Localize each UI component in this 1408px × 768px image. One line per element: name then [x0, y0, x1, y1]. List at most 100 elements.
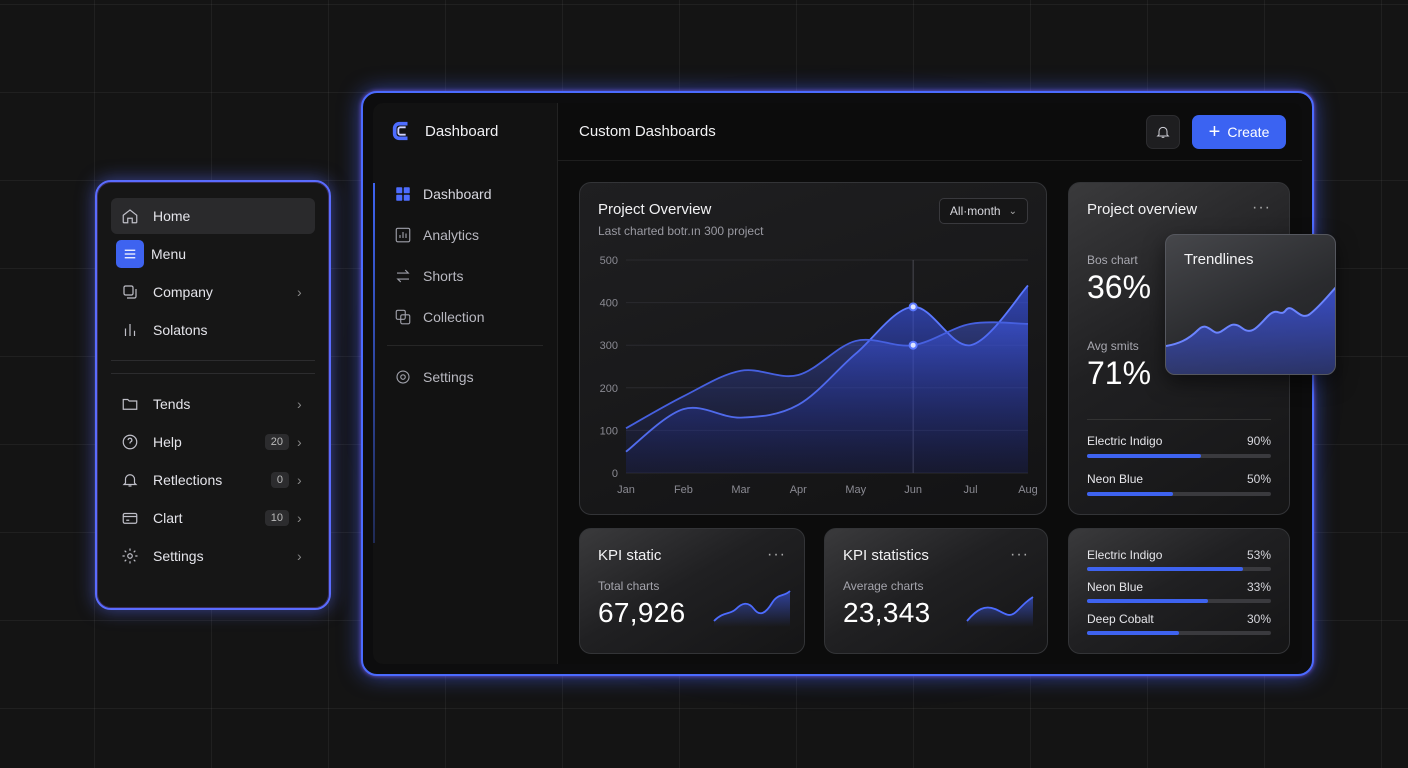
progress-label: Deep Cobalt — [1087, 612, 1154, 626]
card-title: Project Overview — [598, 201, 712, 218]
menu-item-solatons[interactable]: Solatons — [111, 312, 315, 348]
grid-icon — [393, 184, 413, 204]
create-button-label: Create — [1227, 123, 1270, 140]
period-select[interactable]: All·month ⌄ — [938, 198, 1028, 224]
folder-icon — [119, 393, 141, 415]
progress-row: Electric Indigo 90% — [1087, 434, 1271, 458]
chevron-right-icon: › — [297, 510, 302, 526]
menu-item-help[interactable]: Help 20 › — [111, 424, 315, 460]
home-icon — [119, 205, 141, 227]
kpi-label: Average charts — [843, 579, 924, 593]
progress-percent: 33% — [1246, 580, 1271, 594]
x-tick-label: Apr — [790, 484, 807, 496]
collection-icon — [393, 307, 413, 327]
create-button[interactable]: + Create — [1192, 114, 1286, 149]
progress-fill — [1087, 631, 1179, 635]
kpi-value: 23,343 — [843, 597, 931, 628]
nav-item-dashboard[interactable]: Dashboard — [387, 173, 543, 214]
progress-label: Neon Blue — [1087, 580, 1144, 594]
progress-row: Neon Blue 33% — [1087, 580, 1271, 603]
nav-item-label: Dashboard — [423, 185, 492, 202]
progress-label: Electric Indigo — [1087, 548, 1163, 562]
x-tick-label: Jan — [617, 484, 635, 496]
progress-track — [1087, 631, 1271, 635]
x-tick-label: May — [845, 484, 866, 496]
brand[interactable]: Dashboard — [373, 103, 557, 159]
chevron-down-icon: ⌄ — [1008, 205, 1017, 217]
notifications-button[interactable] — [1146, 114, 1180, 149]
nav-item-label: Collection — [423, 308, 485, 325]
menu-item-label: Tends — [153, 396, 191, 412]
brand-logo-icon — [392, 121, 408, 141]
card-title: Trendlines — [1184, 251, 1254, 268]
series-line — [625, 321, 1029, 430]
x-tick-label: Jun — [904, 484, 922, 496]
divider — [111, 360, 315, 361]
window-main: Custom Dashboards + Create Project Overv… — [558, 103, 1302, 664]
nav-item-settings[interactable]: Settings — [387, 356, 543, 397]
menu-item-retlections[interactable]: Retlections 0 › — [111, 462, 315, 498]
sidebar-accent-line — [373, 183, 375, 543]
more-icon[interactable]: ··· — [1252, 199, 1271, 216]
metric-value: 71% — [1087, 355, 1152, 391]
divider — [387, 345, 543, 346]
sparkline — [713, 590, 791, 627]
gear-icon — [119, 545, 141, 567]
metric-value: 36% — [1087, 269, 1152, 305]
nav-item-shorts[interactable]: Shorts — [387, 255, 543, 296]
divider — [1087, 419, 1271, 420]
progress-label: Neon Blue — [1087, 472, 1144, 486]
menu-item-home[interactable]: Home — [111, 198, 315, 234]
help-icon — [119, 431, 141, 453]
menu-item-company[interactable]: Company › — [111, 274, 315, 310]
distribution-card: Electric Indigo 53% Neon Blue 33% Deep C… — [1068, 528, 1290, 654]
menu-item-settings[interactable]: Settings › — [111, 538, 315, 574]
floating-side-menu: Home Menu Company › Solatons Tends › Hel… — [95, 180, 331, 610]
progress-fill — [1087, 567, 1244, 571]
menu-item-label: Clart — [153, 510, 183, 526]
card-title: KPI statistics — [843, 547, 929, 564]
menu-icon — [116, 240, 144, 268]
kpi-card-average: KPI statistics ··· Average charts 23,343 — [824, 528, 1048, 654]
nav-item-label: Settings — [423, 368, 474, 385]
trendlines-card: Trendlines — [1165, 234, 1336, 375]
progress-track — [1087, 492, 1271, 496]
nav-item-analytics[interactable]: Analytics — [387, 214, 543, 255]
metric-label: Bos chart — [1087, 253, 1138, 267]
y-tick-label: 0 — [612, 468, 618, 480]
progress-percent: 30% — [1246, 612, 1271, 626]
menu-item-menu[interactable]: Menu — [111, 236, 315, 272]
analytics-icon — [393, 225, 413, 245]
chevron-right-icon: › — [297, 396, 302, 412]
plus-icon: + — [1208, 120, 1221, 143]
card-title: Project overview — [1087, 201, 1198, 218]
x-tick-label: Jul — [964, 484, 978, 496]
menu-item-clart[interactable]: Clart 10 › — [111, 500, 315, 536]
more-icon[interactable]: ··· — [767, 546, 786, 563]
progress-label: Electric Indigo — [1087, 434, 1163, 448]
menu-item-tends[interactable]: Tends › — [111, 386, 315, 422]
y-tick-label: 300 — [600, 340, 618, 352]
x-tick-label: Aug — [1018, 484, 1038, 496]
trendline-chart — [1166, 286, 1335, 374]
nav-item-collection[interactable]: Collection — [387, 296, 543, 337]
count-badge: 0 — [270, 472, 289, 488]
kpi-card-total: KPI static ··· Total charts 67,926 — [579, 528, 805, 654]
chevron-right-icon: › — [297, 472, 302, 488]
chevron-right-icon: › — [297, 548, 302, 564]
count-badge: 20 — [264, 434, 289, 450]
more-icon[interactable]: ··· — [1010, 546, 1029, 563]
progress-fill — [1087, 599, 1209, 603]
window-sidebar: Dashboard Dashboard Analytics Shorts — [373, 103, 558, 664]
highlight-point — [908, 302, 918, 312]
menu-item-label: Home — [153, 208, 191, 224]
progress-track — [1087, 454, 1271, 458]
menu-item-label: Retlections — [153, 472, 223, 488]
bell-icon — [119, 469, 141, 491]
bell-icon — [1156, 126, 1170, 138]
menu-item-label: Help — [153, 434, 182, 450]
y-tick-label: 100 — [600, 425, 618, 437]
sparkline — [966, 596, 1034, 627]
progress-track — [1087, 599, 1271, 603]
brand-name: Dashboard — [425, 122, 499, 140]
